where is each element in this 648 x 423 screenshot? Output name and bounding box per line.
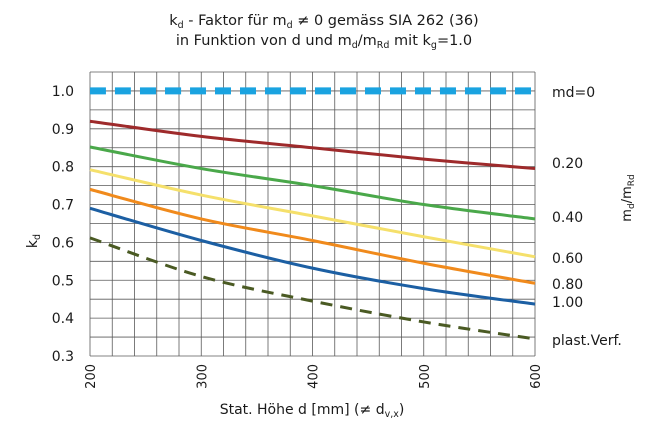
series-label: plast.Verf. — [552, 333, 622, 349]
y-axis-label: kd — [25, 234, 43, 248]
y-tick-label: 0.9 — [52, 122, 74, 138]
chart-title-line2: in Funktion von d und md/mRd mit kg=1.0 — [176, 33, 472, 51]
x-tick-label: 400 — [307, 364, 322, 389]
y-tick-label: 0.7 — [52, 198, 74, 214]
title-sub-kd: d — [178, 20, 184, 31]
series-label: 0.40 — [552, 210, 583, 226]
series-labels: md=0 0.20 0.40 0.60 0.80 1.00 plast.Verf. — [552, 85, 622, 349]
series-line-1-00 — [89, 206, 536, 306]
series-line-plast-verf- — [89, 236, 536, 341]
y-tick-label: 0.3 — [52, 349, 74, 365]
x-axis-label: Stat. Höhe d [mm] (≠ dv,x) — [220, 402, 405, 420]
y-tick-label: 0.4 — [52, 311, 74, 327]
grid — [89, 71, 536, 357]
x-tick-label: 600 — [529, 364, 544, 389]
series-label: 0.20 — [552, 156, 583, 172]
title-sub-md: d — [287, 20, 293, 31]
x-tick-label: 500 — [418, 364, 433, 389]
series-line-0-80 — [89, 187, 536, 285]
chart-title-line1: kd - Faktor für md ≠ 0 gemäss SIA 262 (3… — [169, 13, 478, 31]
series-label: md=0 — [552, 85, 595, 101]
x-tick-label: 200 — [84, 364, 99, 389]
right-axis-label: md/mRd — [620, 174, 637, 221]
series-line-0-20 — [89, 119, 536, 171]
series-line-0-40 — [89, 145, 536, 221]
series-label: 0.60 — [552, 251, 583, 267]
y-tick-label: 0.6 — [52, 235, 74, 251]
y-tick-label: 0.8 — [52, 160, 74, 176]
series-group — [89, 87, 536, 341]
series-label: 0.80 — [552, 277, 583, 293]
series-line-0-60 — [89, 168, 536, 259]
y-tick-labels: 0.3 0.4 0.5 0.6 0.7 0.8 0.9 1.0 — [52, 84, 74, 365]
x-tick-labels: 200 300 400 500 600 — [84, 364, 544, 389]
x-tick-label: 300 — [195, 364, 210, 389]
y-tick-label: 0.5 — [52, 273, 74, 289]
y-tick-label: 1.0 — [52, 84, 74, 100]
series-label: 1.00 — [552, 295, 583, 311]
